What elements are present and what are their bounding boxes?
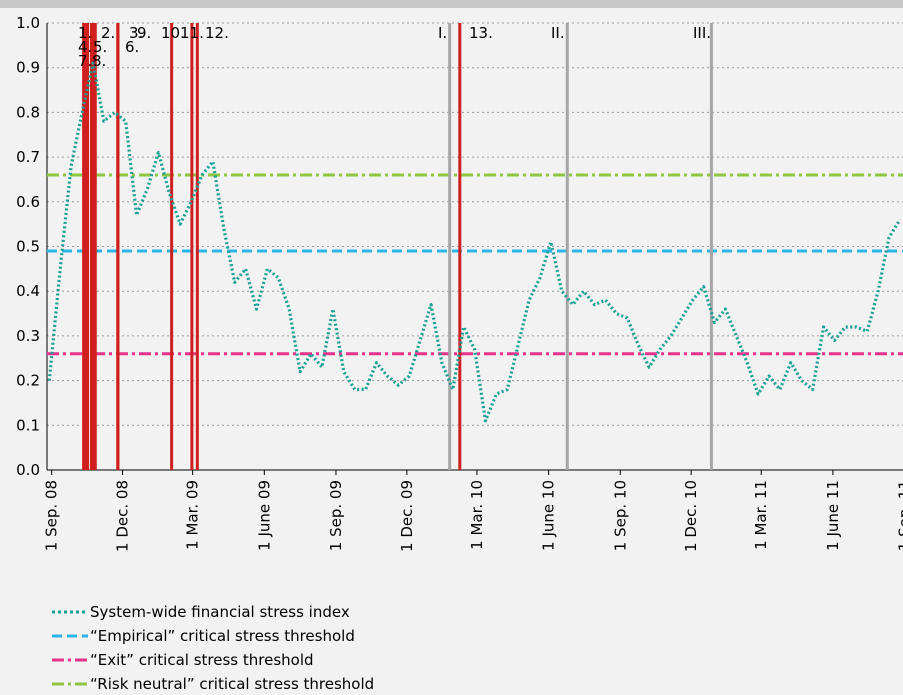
y-tick-label: 0.4 [16, 282, 40, 300]
event-label: 11. [180, 24, 204, 42]
legend-label: “Exit” critical stress threshold [90, 651, 314, 669]
y-tick-label: 1.0 [16, 14, 40, 32]
x-tick-label: 1 Dec. 10 [682, 480, 700, 552]
x-tick-label: 1 Dec. 09 [398, 480, 416, 552]
y-tick-label: 0.1 [16, 416, 40, 434]
event-label: 10. [161, 24, 185, 42]
legend-label: “Risk neutral” critical stress threshold [90, 675, 374, 693]
legend-label: System-wide financial stress index [90, 603, 350, 621]
event-label: III. [693, 24, 711, 42]
x-tick-label: 1 June 09 [255, 480, 273, 551]
event-label: 1. [78, 24, 92, 42]
event-label: 2. [101, 24, 115, 42]
x-tick-label: 1 June 10 [540, 480, 558, 551]
x-tick-label: 1 Dec. 08 [114, 480, 132, 552]
event-label: 9. [137, 24, 151, 42]
x-tick-label: 1 Mar. 09 [184, 480, 202, 550]
x-tick-label: 1 Sep. 10 [611, 480, 629, 551]
y-tick-label: 0.8 [16, 103, 40, 121]
y-tick-label: 0.2 [16, 372, 40, 390]
x-tick-label: 1 June 11 [824, 480, 842, 551]
y-tick-label: 0.5 [16, 238, 40, 256]
y-tick-label: 0.0 [16, 461, 40, 479]
x-tick-label: 1 Sep. 08 [43, 480, 61, 551]
event-label: 13. [469, 24, 493, 42]
event-label: 7. [78, 52, 92, 70]
y-tick-label: 0.7 [16, 148, 40, 166]
x-tick-label: 1 Sep. 09 [327, 480, 345, 551]
event-label: 3. [129, 24, 143, 42]
event-label: II. [551, 24, 565, 42]
event-label: 12. [205, 24, 229, 42]
x-tick-label: 1 Sep. 11 [896, 480, 903, 551]
event-label: 5. [93, 38, 107, 56]
event-label: 8. [92, 52, 106, 70]
top-band [0, 0, 903, 8]
series-line [47, 61, 902, 423]
x-tick-label: 1 Mar. 11 [752, 480, 770, 550]
event-label: I. [438, 24, 447, 42]
y-tick-label: 0.3 [16, 327, 40, 345]
event-label: 6. [125, 38, 139, 56]
y-tick-label: 0.6 [16, 193, 40, 211]
legend-label: “Empirical” critical stress threshold [90, 627, 355, 645]
y-tick-label: 0.9 [16, 59, 40, 77]
x-tick-label: 1 Mar. 10 [468, 480, 486, 550]
event-label: 4. [78, 38, 92, 56]
